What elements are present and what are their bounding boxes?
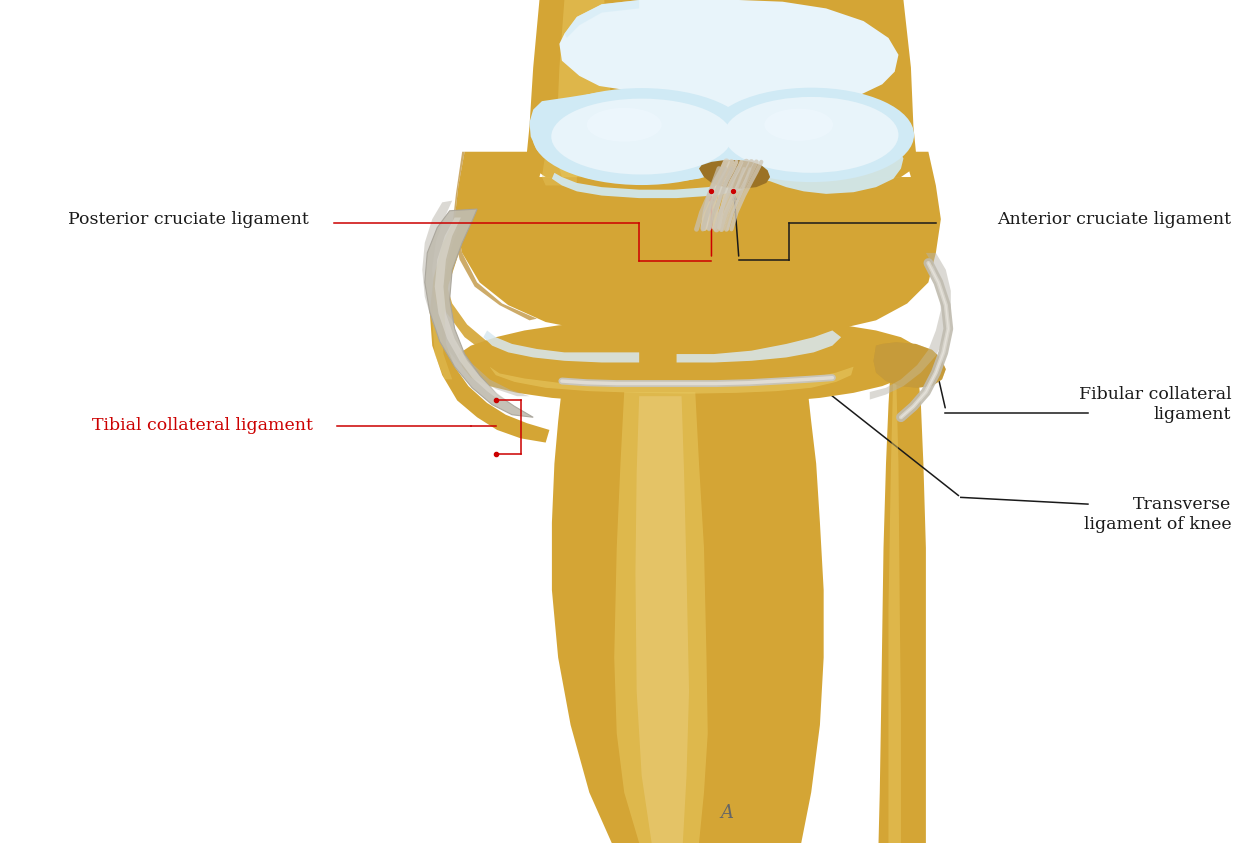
Polygon shape xyxy=(676,330,841,362)
Polygon shape xyxy=(552,148,904,198)
Polygon shape xyxy=(542,152,576,185)
Text: Transverse
ligament of knee: Transverse ligament of knee xyxy=(1084,496,1231,533)
Polygon shape xyxy=(490,367,854,394)
Ellipse shape xyxy=(551,99,732,175)
Polygon shape xyxy=(889,367,901,843)
Polygon shape xyxy=(874,342,946,388)
Polygon shape xyxy=(530,91,749,184)
Polygon shape xyxy=(484,330,639,362)
Polygon shape xyxy=(432,228,459,379)
Polygon shape xyxy=(425,209,534,417)
Polygon shape xyxy=(564,0,639,38)
Polygon shape xyxy=(879,362,926,843)
Ellipse shape xyxy=(709,88,914,182)
Text: A: A xyxy=(720,804,732,822)
Polygon shape xyxy=(422,201,530,396)
Polygon shape xyxy=(452,152,538,320)
Polygon shape xyxy=(560,0,899,110)
Polygon shape xyxy=(874,342,946,388)
Polygon shape xyxy=(699,160,770,189)
Polygon shape xyxy=(435,217,508,400)
Ellipse shape xyxy=(586,108,661,142)
Polygon shape xyxy=(430,219,550,443)
Text: Fibular collateral
ligament: Fibular collateral ligament xyxy=(1079,386,1231,423)
Ellipse shape xyxy=(724,97,899,173)
Text: Anterior cruciate ligament: Anterior cruciate ligament xyxy=(998,211,1231,228)
Polygon shape xyxy=(614,392,708,843)
Polygon shape xyxy=(635,396,689,843)
Text: Posterior cruciate ligament: Posterior cruciate ligament xyxy=(68,211,309,228)
Polygon shape xyxy=(459,320,920,404)
Polygon shape xyxy=(528,0,916,177)
Polygon shape xyxy=(438,219,512,362)
Ellipse shape xyxy=(532,89,751,185)
Polygon shape xyxy=(552,388,824,843)
Polygon shape xyxy=(870,253,951,400)
Ellipse shape xyxy=(765,109,832,141)
Polygon shape xyxy=(555,0,614,177)
Text: Tibial collateral ligament: Tibial collateral ligament xyxy=(91,417,312,434)
Polygon shape xyxy=(455,152,941,339)
